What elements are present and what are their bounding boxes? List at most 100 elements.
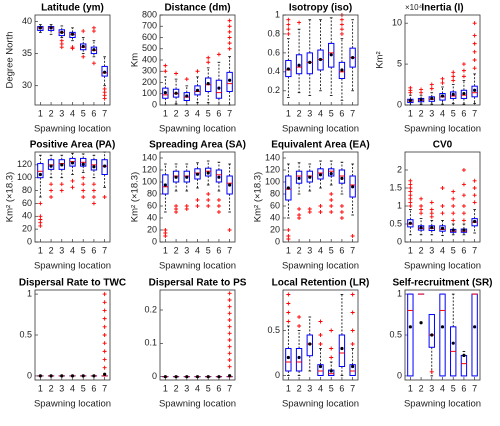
y-tick-label: 0 (275, 236, 280, 246)
outlier (103, 333, 107, 337)
outlier (163, 69, 167, 73)
outlier (297, 216, 301, 220)
mean (351, 185, 354, 188)
mean (92, 165, 95, 168)
outlier (228, 24, 232, 28)
mean (185, 375, 188, 378)
x-tick-label: 7 (350, 383, 355, 393)
x-tick-label: 4 (195, 108, 200, 118)
mean (196, 173, 199, 176)
outlier (451, 204, 455, 208)
outlier (297, 21, 301, 25)
outlier (228, 291, 232, 295)
y-tick-label: 800 (142, 9, 157, 19)
outlier (419, 197, 423, 201)
outlier (81, 29, 85, 33)
mean (287, 186, 290, 189)
x-tick-label: 2 (49, 108, 54, 118)
outlier (308, 210, 312, 214)
outlier (206, 198, 210, 202)
outlier (473, 179, 477, 183)
x-tick-label: 7 (102, 383, 107, 393)
outlier (206, 56, 210, 60)
outlier (174, 210, 178, 214)
x-tick-label: 2 (419, 108, 424, 118)
y-tick-label: 140 (142, 152, 157, 162)
outlier (430, 83, 434, 87)
outlier (217, 52, 221, 56)
mean (351, 56, 354, 59)
mean (319, 365, 322, 368)
mean (49, 374, 52, 377)
outlier (462, 204, 466, 208)
x-axis-label: Spawning location (404, 399, 481, 410)
outlier (329, 204, 333, 208)
outlier (228, 318, 232, 322)
outlier (329, 198, 333, 202)
outlier (286, 311, 290, 315)
outlier (319, 333, 323, 337)
box (429, 315, 434, 348)
mean (196, 375, 199, 378)
outlier (430, 87, 434, 91)
mean (185, 94, 188, 97)
outlier (329, 210, 333, 214)
outlier (228, 228, 232, 232)
outlier (408, 86, 412, 90)
mean (473, 89, 476, 92)
x-tick-label: 6 (216, 383, 221, 393)
outlier (92, 201, 96, 205)
mean (340, 347, 343, 350)
box (296, 349, 301, 372)
mean (297, 177, 300, 180)
outlier (340, 204, 344, 208)
outlier (473, 58, 477, 62)
x-tick-label: 5 (451, 108, 456, 118)
outlier (462, 182, 466, 186)
outlier (60, 189, 64, 193)
outlier (103, 341, 107, 345)
x-tick-label: 4 (318, 108, 323, 118)
x-tick-label: 5 (329, 245, 334, 255)
mean (82, 163, 85, 166)
x-axis-label: Spawning location (159, 261, 236, 272)
mean (319, 58, 322, 61)
panel-title: Local Retention (LR) (272, 278, 370, 289)
mean (103, 71, 106, 74)
x-tick-label: 4 (70, 108, 75, 118)
x-tick-label: 5 (329, 383, 334, 393)
outlier (286, 228, 290, 232)
box (408, 294, 413, 376)
mean (92, 374, 95, 377)
outlier (351, 234, 355, 238)
x-tick-label: 7 (472, 108, 477, 118)
y-tick-label: 40 (22, 211, 32, 221)
outlier (71, 179, 75, 183)
x-tick-label: 1 (408, 383, 413, 393)
y-tick-label: 0 (397, 236, 402, 246)
mean (228, 79, 231, 82)
outlier (228, 47, 232, 51)
y-tick-label: 0 (27, 370, 32, 380)
mean (340, 177, 343, 180)
outlier (92, 61, 96, 65)
outlier (419, 211, 423, 215)
x-tick-label: 7 (227, 245, 232, 255)
x-tick-label: 7 (102, 245, 107, 255)
x-tick-label: 1 (286, 108, 291, 118)
outlier (441, 204, 445, 208)
mean (462, 92, 465, 95)
exponent-label: ×10⁴ (405, 3, 423, 12)
mean (174, 375, 177, 378)
outlier (462, 62, 466, 66)
outlier (185, 207, 189, 211)
mean (174, 176, 177, 179)
x-tick-label: 2 (49, 245, 54, 255)
y-tick-label: 0.1 (144, 338, 157, 348)
panel-title: Inertia (I) (421, 3, 463, 14)
x-tick-label: 6 (339, 108, 344, 118)
x-tick-label: 4 (440, 383, 445, 393)
outlier (217, 210, 221, 214)
y-tick-label: 100 (265, 176, 280, 186)
outlier (297, 324, 301, 328)
